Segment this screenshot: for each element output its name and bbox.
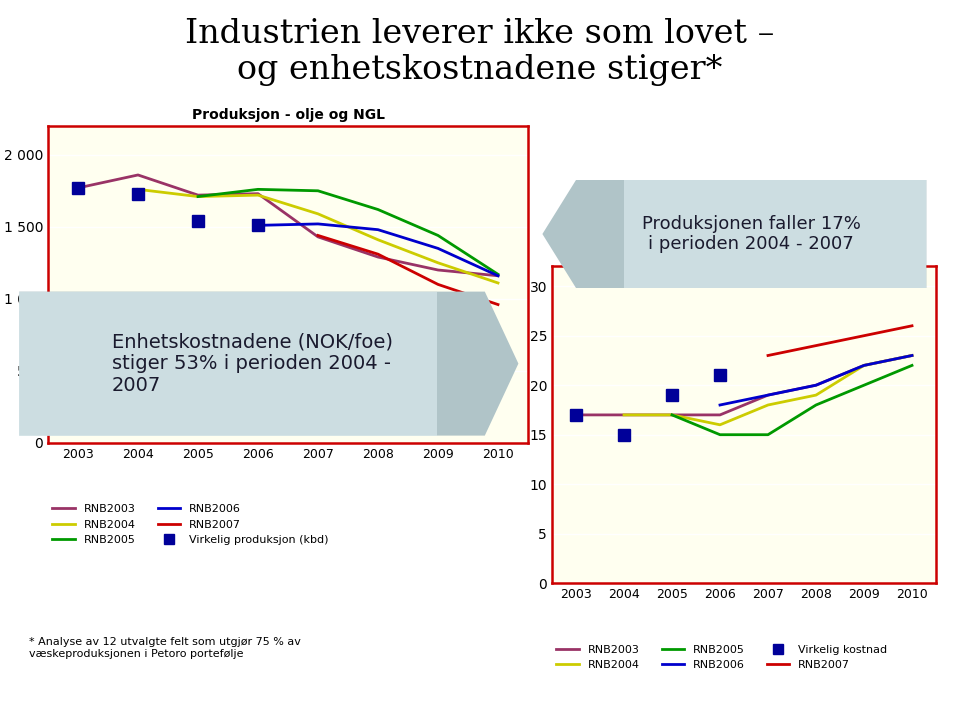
Text: Industrien leverer ikke som lovet –: Industrien leverer ikke som lovet – bbox=[185, 18, 775, 50]
Title: Produksjon - olje og NGL: Produksjon - olje og NGL bbox=[191, 108, 385, 122]
Text: og enhetskostnadene stiger*: og enhetskostnadene stiger* bbox=[237, 54, 723, 86]
Legend: RNB2003, RNB2004, RNB2005, RNB2006, Virkelig kostnad, RNB2007: RNB2003, RNB2004, RNB2005, RNB2006, Virk… bbox=[552, 640, 892, 675]
Legend: RNB2003, RNB2004, RNB2005, RNB2006, RNB2007, Virkelig produksjon (kbd): RNB2003, RNB2004, RNB2005, RNB2006, RNB2… bbox=[48, 500, 333, 550]
Text: Enhetskostnadene (NOK/foe)
stiger 53% i perioden 2004 -
2007: Enhetskostnadene (NOK/foe) stiger 53% i … bbox=[111, 332, 393, 395]
Text: Produksjonen faller 17%
i perioden 2004 - 2007: Produksjonen faller 17% i perioden 2004 … bbox=[642, 215, 860, 253]
Text: * Analyse av 12 utvalgte felt som utgjør 75 % av
væskeproduksjonen i Petoro port: * Analyse av 12 utvalgte felt som utgjør… bbox=[29, 637, 300, 659]
Title: Enhetskostnad: Enhetskostnad bbox=[686, 248, 802, 263]
